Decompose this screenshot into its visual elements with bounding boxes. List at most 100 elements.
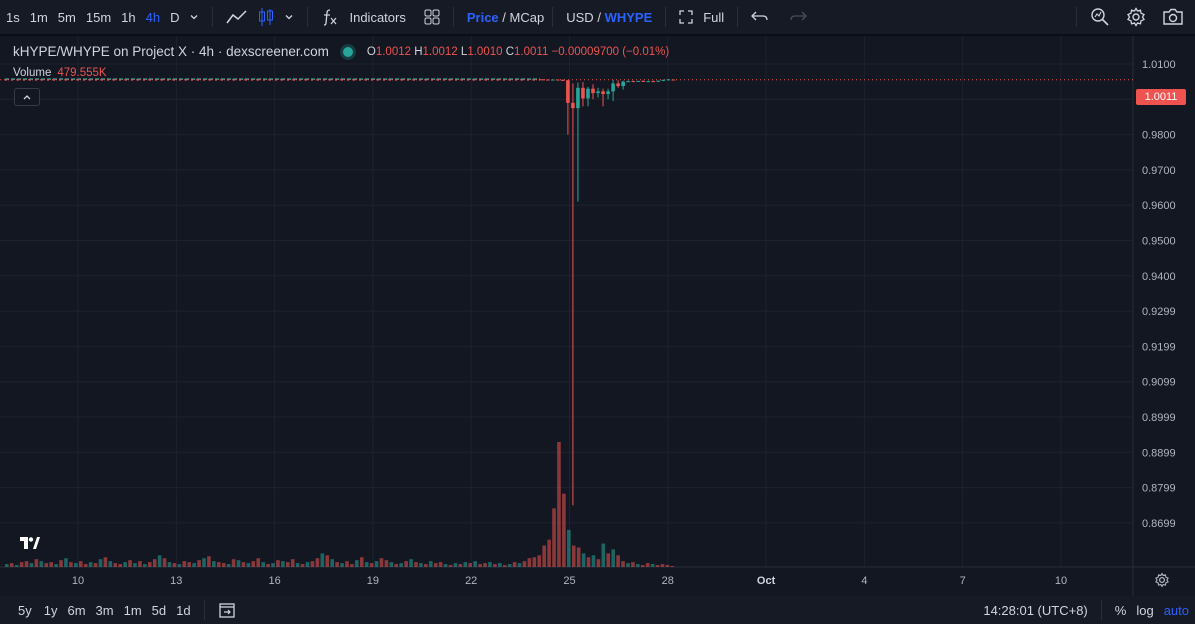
x-tick-label: 28	[662, 575, 674, 587]
interval-d[interactable]: D	[170, 9, 180, 25]
volume-bar	[626, 563, 630, 567]
clock-time[interactable]: 14:28:01 (UTC+8)	[983, 602, 1088, 618]
candle-body	[576, 87, 580, 109]
volume-bar	[458, 564, 463, 567]
candle-body	[611, 83, 615, 92]
y-tick-label: 0.9700	[1142, 165, 1176, 177]
volume-bar	[98, 559, 103, 567]
volume-bar	[493, 564, 497, 567]
range-5d[interactable]: 5d	[151, 602, 167, 618]
range-1y[interactable]: 1y	[43, 602, 58, 618]
percent-toggle[interactable]: %	[1114, 602, 1127, 618]
price-toggle[interactable]: Price / MCap	[462, 10, 544, 25]
layout-icon[interactable]	[419, 9, 445, 25]
interval-5m[interactable]: 5m	[57, 9, 76, 25]
candle-body	[626, 81, 630, 83]
interval-1m[interactable]: 1m	[29, 9, 48, 25]
y-tick-label: 0.9099	[1142, 377, 1176, 389]
bottom-toolbar: 5y 1y 6m 3m 1m 5d 1d 14:28:01 (UTC+8) % …	[0, 596, 1195, 624]
x-tick-label: 10	[72, 575, 84, 587]
candle-body	[601, 91, 605, 95]
gear-icon[interactable]	[1121, 7, 1151, 27]
chart-area[interactable]: 1.01000.99000.98000.97000.96000.95000.94…	[0, 36, 1195, 596]
interval-1s[interactable]: 1s	[6, 9, 20, 25]
full-button[interactable]: Full	[703, 9, 725, 25]
volume-bar	[118, 564, 122, 567]
go-to-date-icon[interactable]	[213, 602, 241, 618]
volume-bar	[241, 562, 246, 567]
currency-toggle[interactable]: USD / WHYPE	[561, 10, 657, 25]
candle-body	[581, 87, 585, 99]
range-1m[interactable]: 1m	[123, 602, 142, 618]
fx-icon[interactable]	[316, 8, 344, 26]
volume-bar	[152, 559, 157, 567]
auto-toggle[interactable]: auto	[1163, 602, 1189, 618]
y-tick-label: 0.8799	[1142, 483, 1176, 495]
volume-bar	[19, 562, 24, 567]
symbol-title: kHYPE/WHYPE on Project X · 4h · dexscree…	[13, 44, 329, 59]
volume-bar	[532, 557, 537, 567]
range-6m[interactable]: 6m	[67, 602, 86, 618]
interval-4h[interactable]: 4h	[145, 9, 161, 25]
chart-legend: kHYPE/WHYPE on Project X · 4h · dexscree…	[13, 44, 669, 59]
volume-bar	[468, 563, 473, 567]
volume-bar	[212, 561, 216, 567]
indicators-button[interactable]: Indicators	[349, 9, 406, 25]
volume-bar	[290, 559, 295, 567]
volume-bar	[660, 564, 665, 567]
candle-body	[661, 79, 666, 81]
mcap-label: MCap	[509, 9, 545, 25]
volume-bar	[187, 562, 192, 567]
range-1d[interactable]: 1d	[176, 602, 191, 618]
range-5y[interactable]: 5y	[18, 602, 32, 618]
y-tick-label: 0.9500	[1142, 236, 1176, 248]
volume-bar	[147, 562, 152, 567]
volume-bar	[364, 562, 369, 567]
interval-15m[interactable]: 15m	[85, 9, 112, 25]
volume-bar	[424, 564, 428, 567]
camera-icon[interactable]	[1157, 8, 1189, 26]
volume-bar	[438, 562, 443, 567]
volume-bar	[537, 555, 542, 567]
chevron-down-icon[interactable]	[184, 12, 204, 22]
volume-bar	[399, 563, 403, 567]
candle-body	[596, 91, 600, 94]
line-chart-icon[interactable]	[221, 9, 253, 25]
volume-bar	[542, 545, 546, 567]
volume-bar	[330, 559, 334, 567]
redo-icon[interactable]	[784, 10, 812, 24]
candle-body	[666, 79, 671, 81]
volume-bar	[611, 549, 615, 567]
usd-label: USD	[566, 9, 594, 25]
volume-bar	[266, 564, 270, 567]
tradingview-logo[interactable]	[15, 528, 45, 558]
y-tick-label: 0.9199	[1142, 341, 1176, 353]
collapse-legend-button[interactable]	[14, 88, 40, 106]
x-tick-label: 16	[268, 575, 280, 587]
low-label: L	[460, 45, 468, 58]
volume-bar	[315, 558, 320, 567]
volume-bar	[601, 543, 606, 567]
volume-bar	[488, 562, 492, 567]
zoom-icon[interactable]	[1085, 7, 1115, 27]
volume-bar	[256, 558, 261, 567]
volume-bar	[665, 565, 670, 567]
fullscreen-icon[interactable]	[674, 10, 698, 24]
volume-bar	[14, 565, 19, 567]
log-toggle[interactable]: log	[1136, 602, 1154, 618]
candle-body	[556, 79, 560, 81]
volume-bar	[157, 555, 162, 567]
candlestick-icon[interactable]	[253, 7, 279, 27]
volume-bar	[409, 559, 413, 567]
volume-bar	[498, 563, 502, 567]
undo-icon[interactable]	[746, 10, 774, 24]
volume-bar	[404, 561, 408, 567]
price-chart[interactable]: 1.01000.99000.98000.97000.96000.95000.94…	[0, 36, 1195, 596]
interval-1h[interactable]: 1h	[121, 9, 136, 25]
chevron-down-icon[interactable]	[279, 12, 299, 22]
volume-bar	[271, 563, 275, 567]
range-3m[interactable]: 3m	[95, 602, 114, 618]
axis-settings-button[interactable]	[1154, 572, 1170, 593]
candle-body	[546, 79, 550, 81]
x-tick-label: 10	[1055, 575, 1067, 587]
